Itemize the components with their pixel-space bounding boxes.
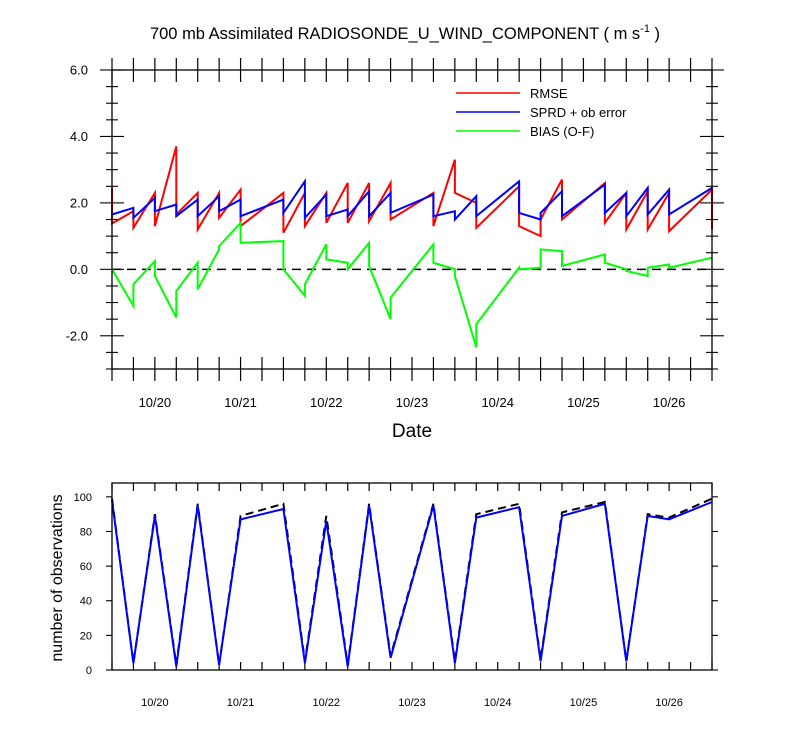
bottom-plot-frame [111, 482, 713, 671]
bottom-y-tick-label: 100 [74, 492, 92, 504]
top-axis-ticks [100, 58, 724, 381]
top-y-tick-label: 0.0 [70, 262, 88, 277]
top-y-tick-label: 2.0 [70, 196, 88, 211]
top-x-tick-label: 10/21 [224, 395, 257, 410]
top-y-tick-label: 4.0 [70, 129, 88, 144]
legend-rmse-label: RMSE [530, 86, 568, 101]
bottom-y-tick-label: 80 [80, 526, 92, 538]
bottom-x-tick-label: 10/20 [141, 697, 169, 709]
top-y-tick-label: -2.0 [66, 328, 88, 343]
top-plot-frame [111, 69, 713, 370]
bottom-x-tick-label: 10/23 [398, 697, 426, 709]
series-line-rmse [111, 146, 713, 238]
top-x-tick-label: 10/25 [567, 395, 600, 410]
top-x-tick-label: 10/24 [481, 395, 514, 410]
legend-sprd-label: SPRD + ob error [530, 105, 627, 120]
x-axis-label: Date [392, 421, 432, 442]
y-axis-label-observations: number of observations [49, 494, 66, 661]
series-line-assimilated-observations [111, 500, 713, 667]
top-series-group [111, 146, 713, 348]
series-line-bias-o-f [111, 220, 713, 348]
chart-title: 700 mb Assimilated RADIOSONDE_U_WIND_COM… [150, 23, 660, 43]
top-x-tick-label: 10/26 [653, 395, 686, 410]
bottom-axis-labels: 10/20 10/21 10/22 10/23 10/24 10/25 10/26 0 20 40… [74, 492, 683, 709]
legend: RMSE SPRD + ob error BIAS (O-F) [456, 86, 627, 139]
bottom-x-tick-label: 10/21 [227, 697, 255, 709]
top-axis-labels: 10/20 10/21 10/22 10/23 10/24 10/25 10/26 6.0 4.… [66, 63, 686, 410]
bottom-y-tick-label: 60 [80, 561, 92, 573]
bottom-x-tick-label: 10/26 [655, 697, 683, 709]
bottom-y-tick-label: 20 [80, 630, 92, 642]
top-x-tick-label: 10/20 [139, 395, 172, 410]
top-y-tick-label: 6.0 [70, 63, 88, 78]
bottom-y-tick-label: 0 [86, 665, 92, 677]
bottom-x-tick-label: 10/24 [484, 697, 512, 709]
legend-bias-label: BIAS (O-F) [530, 124, 594, 139]
top-x-tick-label: 10/22 [310, 395, 343, 410]
top-x-tick-label: 10/23 [396, 395, 429, 410]
series-line-sprd-ob-error [111, 178, 713, 223]
bottom-series-group [111, 497, 713, 667]
bottom-y-tick-label: 40 [80, 596, 92, 608]
bottom-x-tick-label: 10/25 [570, 697, 598, 709]
bottom-x-tick-label: 10/22 [313, 697, 341, 709]
